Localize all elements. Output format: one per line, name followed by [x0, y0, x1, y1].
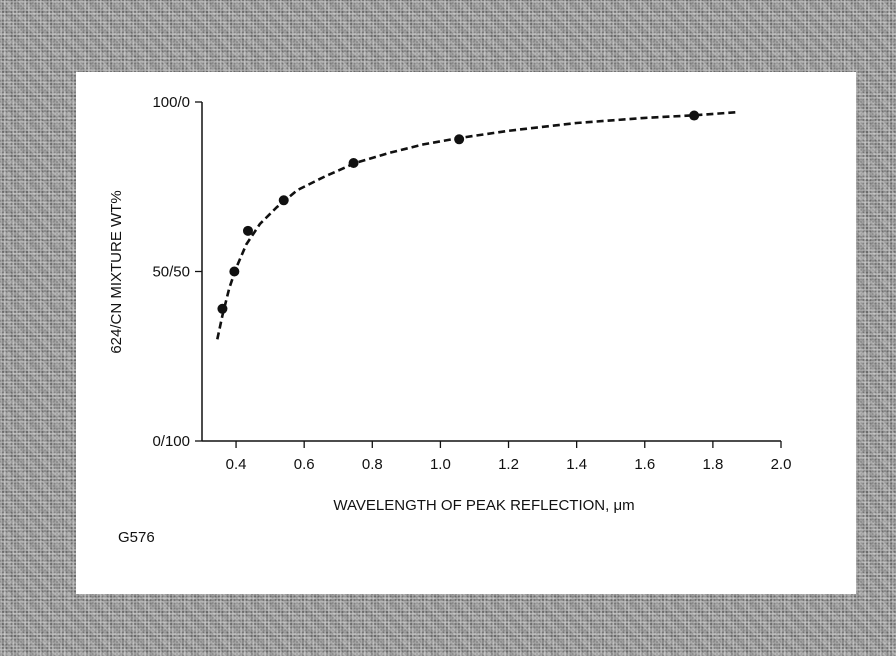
x-tick-label: 1.6: [634, 456, 655, 473]
axes: [201, 102, 781, 442]
figure-id: G576: [118, 529, 155, 546]
tick-labels: 0.4 0.6 0.8 1.0 1.2 1.4 1.6 1.8 2.0 0/100 50/50 100…: [152, 94, 791, 473]
data-point: [348, 158, 359, 169]
y-tick-label: 0/100: [152, 433, 190, 450]
data-point: [278, 195, 289, 206]
data-point: [454, 134, 465, 145]
chart-panel: 0.4 0.6 0.8 1.0 1.2 1.4 1.6 1.8 2.0 0/100 50/50 100…: [76, 72, 856, 594]
y-tick-label: 100/0: [152, 94, 190, 111]
data-points: [217, 110, 700, 314]
x-tick-label: 1.2: [498, 456, 519, 473]
data-point: [229, 266, 240, 277]
data-point: [689, 110, 700, 121]
y-axis-title: 624/CN MIXTURE WT%: [108, 190, 125, 353]
x-axis-title: WAVELENGTH OF PEAK REFLECTION, μm: [333, 497, 634, 514]
x-tick-label: 1.4: [566, 456, 587, 473]
fit-curve: [216, 110, 737, 340]
chart: 0.4 0.6 0.8 1.0 1.2 1.4 1.6 1.8 2.0 0/100 50/50 100…: [108, 94, 791, 514]
ticks: [195, 101, 782, 448]
x-tick-label: 0.4: [226, 456, 247, 473]
data-point: [242, 225, 253, 236]
x-tick-label: 1.8: [702, 456, 723, 473]
x-tick-label: 0.8: [362, 456, 383, 473]
x-tick-label: 0.6: [294, 456, 315, 473]
x-tick-label: 2.0: [771, 456, 792, 473]
data-point: [217, 303, 228, 314]
y-tick-label: 50/50: [152, 264, 190, 281]
x-tick-label: 1.0: [430, 456, 451, 473]
